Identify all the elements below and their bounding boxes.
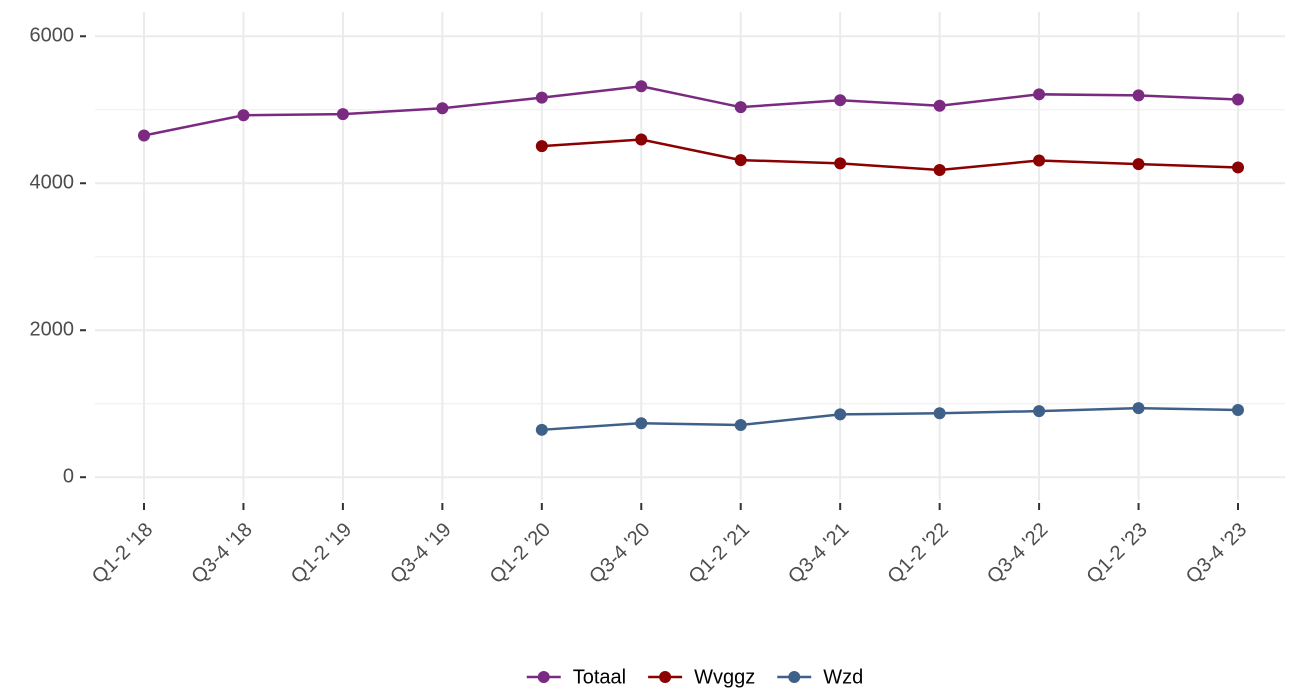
series-line	[143, 84, 1239, 137]
x-tick-label: Q1-2 '22	[884, 519, 953, 588]
data-point	[734, 101, 747, 114]
data-point	[1033, 88, 1046, 101]
legend-entry: Totaal	[526, 666, 626, 688]
y-tick-label: 0	[63, 465, 74, 487]
x-tick-label: Q1-2 '21	[685, 519, 754, 588]
legend-label: Wvggz	[694, 666, 755, 688]
data-point	[1132, 158, 1145, 171]
data-point	[635, 417, 648, 430]
series-line	[541, 406, 1239, 432]
x-tick-label: Q3-4 '22	[983, 519, 1052, 588]
data-point	[535, 423, 548, 436]
y-tick-label: 4000	[30, 172, 75, 194]
legend-key-point	[537, 671, 550, 683]
data-point	[237, 109, 250, 122]
series-line	[541, 138, 1239, 172]
x-tick-label: Q3-4 '19	[386, 519, 455, 588]
data-point	[535, 91, 548, 104]
legend-entry: Wzd	[777, 666, 863, 688]
data-point	[834, 157, 847, 170]
data-point	[1132, 89, 1145, 102]
x-tick-label: Q3-4 '23	[1182, 519, 1251, 588]
x-tick-label: Q3-4 '18	[187, 519, 256, 588]
legend-label: Wzd	[823, 666, 863, 688]
data-point	[734, 154, 747, 167]
x-tick-label: Q1-2 '23	[1082, 519, 1151, 588]
data-point	[834, 94, 847, 107]
data-point	[933, 407, 946, 420]
data-point	[933, 99, 946, 112]
x-tick-label: Q1-2 '20	[486, 519, 555, 588]
data-point	[336, 108, 349, 121]
data-point	[138, 129, 150, 142]
data-point	[933, 164, 946, 177]
data-point	[1232, 93, 1244, 106]
y-tick-label: 6000	[30, 25, 75, 47]
data-point	[1132, 402, 1145, 415]
legend-entry: Wvggz	[648, 666, 755, 688]
data-point	[1033, 154, 1046, 167]
x-tick-label: Q1-2 '18	[88, 519, 157, 588]
data-point	[834, 408, 847, 421]
data-point	[635, 80, 648, 93]
data-point	[635, 133, 648, 146]
x-tick-label: Q1-2 '19	[287, 519, 356, 588]
legend-key-point	[788, 671, 801, 683]
legend: Totaal Wvggz Wzd	[526, 666, 863, 688]
data-point	[436, 102, 449, 115]
data-point	[734, 419, 747, 432]
x-tick-label: Q3-4 '21	[784, 519, 853, 588]
data-point	[535, 140, 548, 153]
legend-key-point	[659, 671, 672, 683]
y-tick-label: 2000	[30, 319, 75, 341]
data-point	[1232, 161, 1244, 174]
legend-label: Totaal	[573, 666, 626, 688]
data-point	[1033, 405, 1046, 418]
x-tick-label: Q3-4 '20	[585, 519, 654, 588]
data-point	[1232, 403, 1244, 416]
